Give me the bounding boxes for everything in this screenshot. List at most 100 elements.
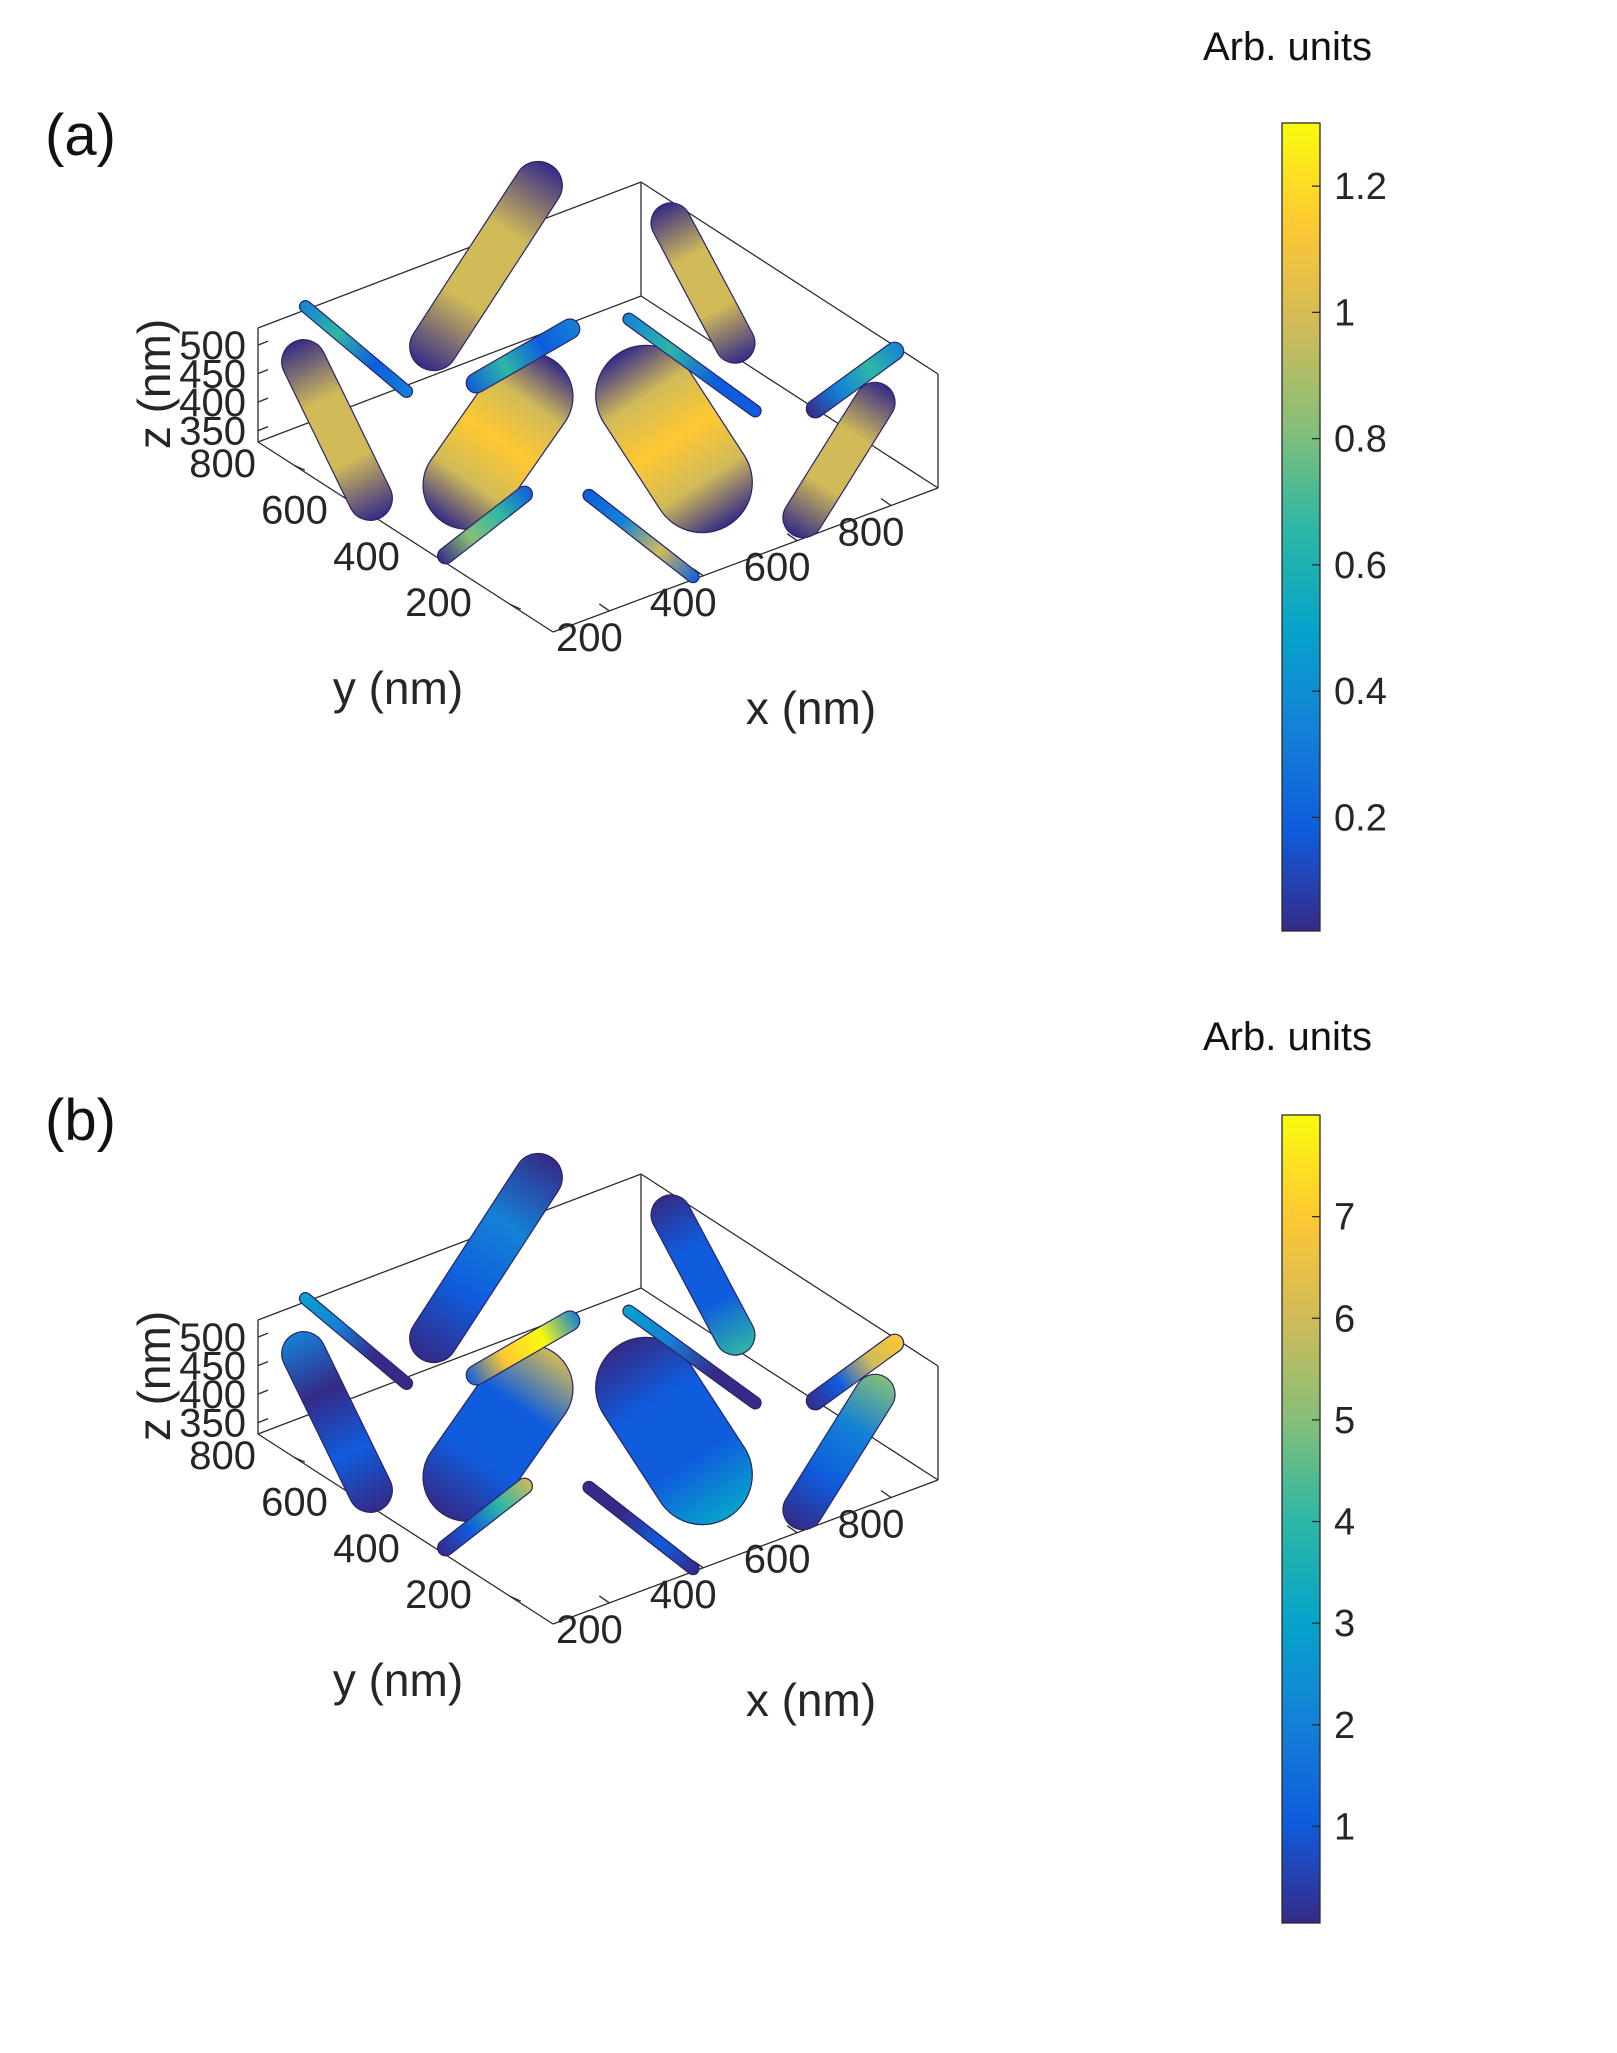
colorbar-tick-label: 7: [1334, 1197, 1355, 1239]
z-tick-label: 450: [179, 1345, 246, 1389]
z-tick-mark: [257, 1389, 269, 1395]
colorbar-tick-label: 1: [1334, 1806, 1355, 1848]
z-tick-mark: [257, 397, 269, 403]
x-tick-mark: [598, 603, 610, 612]
colorbar-tick-label: 0.2: [1334, 797, 1387, 839]
y-axis-label: y (nm): [333, 662, 463, 714]
nanoparticle-surface: [805, 1333, 905, 1411]
nanoparticle-surface: [465, 1310, 581, 1386]
y-tick-mark: [509, 603, 522, 610]
y-tick-mark: [293, 464, 306, 471]
nanoparticle-surface: [409, 160, 563, 372]
nanoparticle-surface: [782, 1373, 896, 1531]
axis-box-edge: [257, 181, 642, 329]
y-tick-label: 200: [405, 581, 472, 625]
y-axis-label: y (nm): [333, 1654, 463, 1706]
colorbar-b: [1281, 1114, 1321, 1924]
axis-box-edge: [640, 1173, 939, 1367]
x-tick-mark: [786, 1525, 798, 1534]
axis-box-edge: [257, 1433, 554, 1625]
colorbar-title-a: Arb. units: [1203, 25, 1372, 69]
z-tick-label: 500: [179, 1316, 246, 1360]
nanoparticle-surface: [595, 1336, 753, 1526]
x-axis-label: x (nm): [746, 682, 876, 734]
panel-label-a: (a): [45, 103, 116, 168]
colorbar-tick-label: 4: [1334, 1502, 1355, 1544]
x-axis-label: x (nm): [746, 1674, 876, 1726]
z-tick-mark: [257, 425, 269, 432]
nanoparticle-surface: [281, 339, 393, 521]
z-tick-mark: [257, 340, 269, 346]
x-tick-label: 800: [838, 1503, 905, 1547]
x-tick-mark: [880, 1490, 892, 1499]
colorbar-a: [1281, 122, 1321, 932]
nanoparticle-surface: [436, 1477, 534, 1557]
z-tick-label: 450: [179, 353, 246, 397]
chart-a-svg: (a) Arb. units 2004006008002004006008003…: [45, 25, 1387, 932]
x-tick-mark: [598, 1595, 610, 1604]
y-tick-label: 600: [261, 489, 328, 533]
y-tick-mark: [509, 1595, 522, 1602]
axis-box-edge: [257, 441, 554, 633]
axis-box-edge: [552, 487, 939, 633]
z-tick-label: 400: [179, 381, 246, 425]
y-tick-mark: [293, 1456, 306, 1463]
z-tick-label: 350: [179, 1402, 246, 1446]
nanoparticle-surface: [298, 299, 414, 399]
y-tick-label: 600: [261, 1481, 328, 1525]
x-tick-label: 400: [650, 1573, 717, 1617]
nanoparticle-surface: [422, 352, 574, 530]
z-tick-mark: [257, 368, 269, 375]
nanoparticle-surface: [805, 341, 905, 419]
nanoparticle-surface: [298, 1291, 414, 1391]
y-tick-label: 400: [333, 1527, 400, 1571]
nanoparticle-surface: [782, 381, 896, 539]
axis-box-edge: [257, 1173, 642, 1321]
nanoparticle-surface: [650, 1194, 756, 1356]
z-axis-label: z (nm): [128, 319, 180, 449]
y-tick-label: 800: [189, 1434, 256, 1478]
x-tick-label: 200: [556, 616, 623, 660]
nanoparticle-surface: [422, 1344, 574, 1522]
colorbar-tick-label: 6: [1334, 1298, 1355, 1340]
colorbar-title-b: Arb. units: [1203, 1015, 1372, 1059]
z-tick-mark: [257, 1417, 269, 1424]
chart-b-svg: (b) Arb. units 2004006008002004006008003…: [45, 1015, 1372, 1924]
nanoparticle-surface: [622, 1304, 762, 1410]
axis-box-edge: [640, 181, 939, 375]
z-tick-label: 350: [179, 410, 246, 454]
x-tick-mark: [880, 498, 892, 507]
colorbar-tick-label: 3: [1334, 1603, 1355, 1645]
chart-panel-b: (b) Arb. units 200 400 600 800 200 400 600 800 3…: [0, 995, 1617, 1995]
colorbar-tick-label: 5: [1334, 1400, 1355, 1442]
colorbar-tick-label: 1.2: [1334, 166, 1387, 208]
z-tick-label: 400: [179, 1373, 246, 1417]
x-tick-label: 600: [744, 1538, 811, 1582]
nanoparticle-surface: [409, 1152, 563, 1364]
x-tick-mark: [786, 533, 798, 542]
colorbar-tick-label: 2: [1334, 1705, 1355, 1747]
panel-label-b: (b): [45, 1088, 116, 1153]
nanoparticle-surface: [595, 344, 753, 534]
colorbar-tick-label: 1: [1334, 292, 1355, 334]
x-tick-label: 800: [838, 511, 905, 555]
axis-box-edge: [640, 1287, 939, 1481]
nanoparticle-surface: [622, 312, 762, 418]
y-tick-label: 200: [405, 1573, 472, 1617]
chart-panel-a: (a) Arb. units 200 400 600 800 200 400 600 800 3…: [0, 0, 1617, 1000]
colorbar-tick-label: 0.6: [1334, 545, 1387, 587]
nanoparticle-surface: [436, 485, 534, 565]
z-axis-label: z (nm): [128, 1311, 180, 1441]
axis-box-edge: [640, 295, 939, 489]
nanoparticle-surface: [281, 1331, 393, 1513]
z-tick-mark: [257, 1332, 269, 1338]
colorbar-tick-label: 0.4: [1334, 671, 1387, 713]
x-tick-label: 200: [556, 1608, 623, 1652]
z-tick-label: 500: [179, 324, 246, 368]
nanoparticle-surface: [582, 1480, 700, 1576]
x-tick-label: 400: [650, 581, 717, 625]
nanoparticle-surface: [465, 318, 581, 394]
y-tick-label: 400: [333, 535, 400, 579]
